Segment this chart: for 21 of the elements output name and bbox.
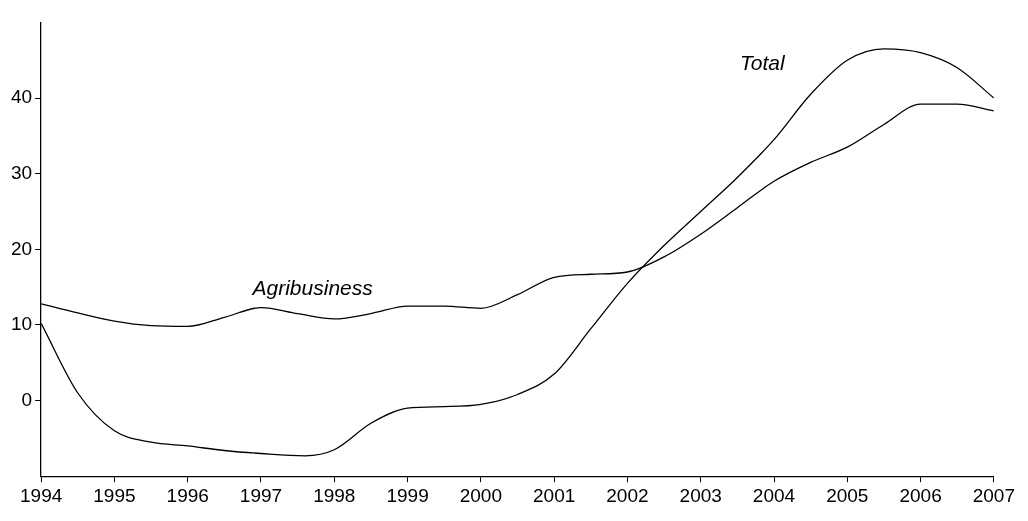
x-tick-label: 2003 [679, 484, 722, 506]
y-tick-label: 40 [10, 86, 33, 108]
x-tick-label: 2001 [533, 484, 576, 506]
x-tick-label: 1999 [386, 484, 429, 506]
x-tick-label: 2004 [752, 484, 796, 506]
y-tick-label: 30 [10, 161, 33, 183]
x-tick-label: 1994 [19, 484, 63, 506]
y-tick-label: 10 [10, 313, 33, 335]
x-tick-label: 1997 [239, 484, 283, 506]
x-tick-label: 2005 [826, 484, 869, 506]
series-label: Total [739, 50, 786, 74]
x-tick-label: 1995 [93, 484, 136, 506]
x-tick-label: 2006 [899, 484, 942, 506]
x-tick-label: 1998 [313, 484, 356, 506]
x-tick-label: 2000 [459, 484, 502, 506]
x-tick-label: 1996 [166, 484, 209, 506]
x-tick-label: 2007 [972, 484, 1016, 506]
y-tick-label: 0 [21, 388, 33, 410]
series-label: Agribusiness [250, 275, 374, 299]
x-tick-label: 2002 [606, 484, 649, 506]
y-tick-label: 20 [10, 237, 33, 259]
